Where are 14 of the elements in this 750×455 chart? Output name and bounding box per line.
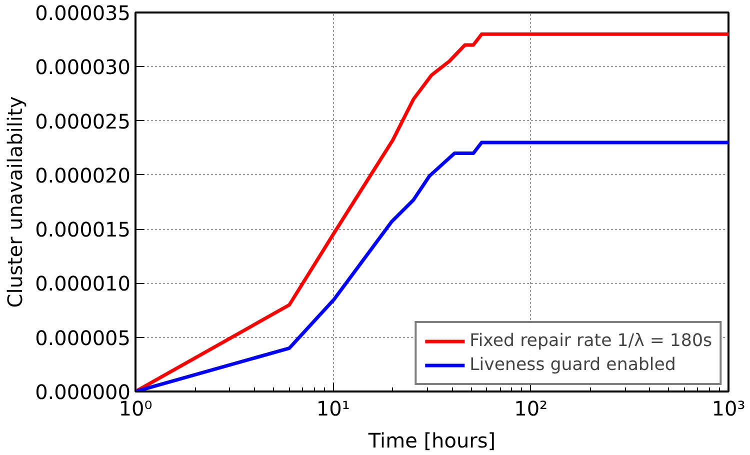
x-tick-label: 10¹ bbox=[316, 396, 350, 420]
legend-label: Liveness guard enabled bbox=[470, 355, 676, 375]
y-tick-label: 0.000025 bbox=[35, 109, 131, 134]
y-tick-label: 0.000005 bbox=[35, 326, 131, 350]
y-tick-label: 0.000015 bbox=[35, 218, 131, 242]
y-tick-label: 0.000030 bbox=[35, 55, 131, 80]
x-tick-label: 10² bbox=[514, 396, 548, 420]
y-tick-label: 0.000035 bbox=[35, 1, 131, 25]
legend-label: Fixed repair rate 1/λ = 180s bbox=[470, 331, 712, 351]
x-tick-label: 10³ bbox=[712, 396, 746, 420]
x-axis-title: Time [hours] bbox=[367, 428, 496, 452]
y-axis-title: Cluster unavailability bbox=[3, 96, 28, 308]
y-tick-label: 0.000010 bbox=[35, 272, 131, 296]
y-tick-label: 0.000020 bbox=[35, 163, 131, 188]
